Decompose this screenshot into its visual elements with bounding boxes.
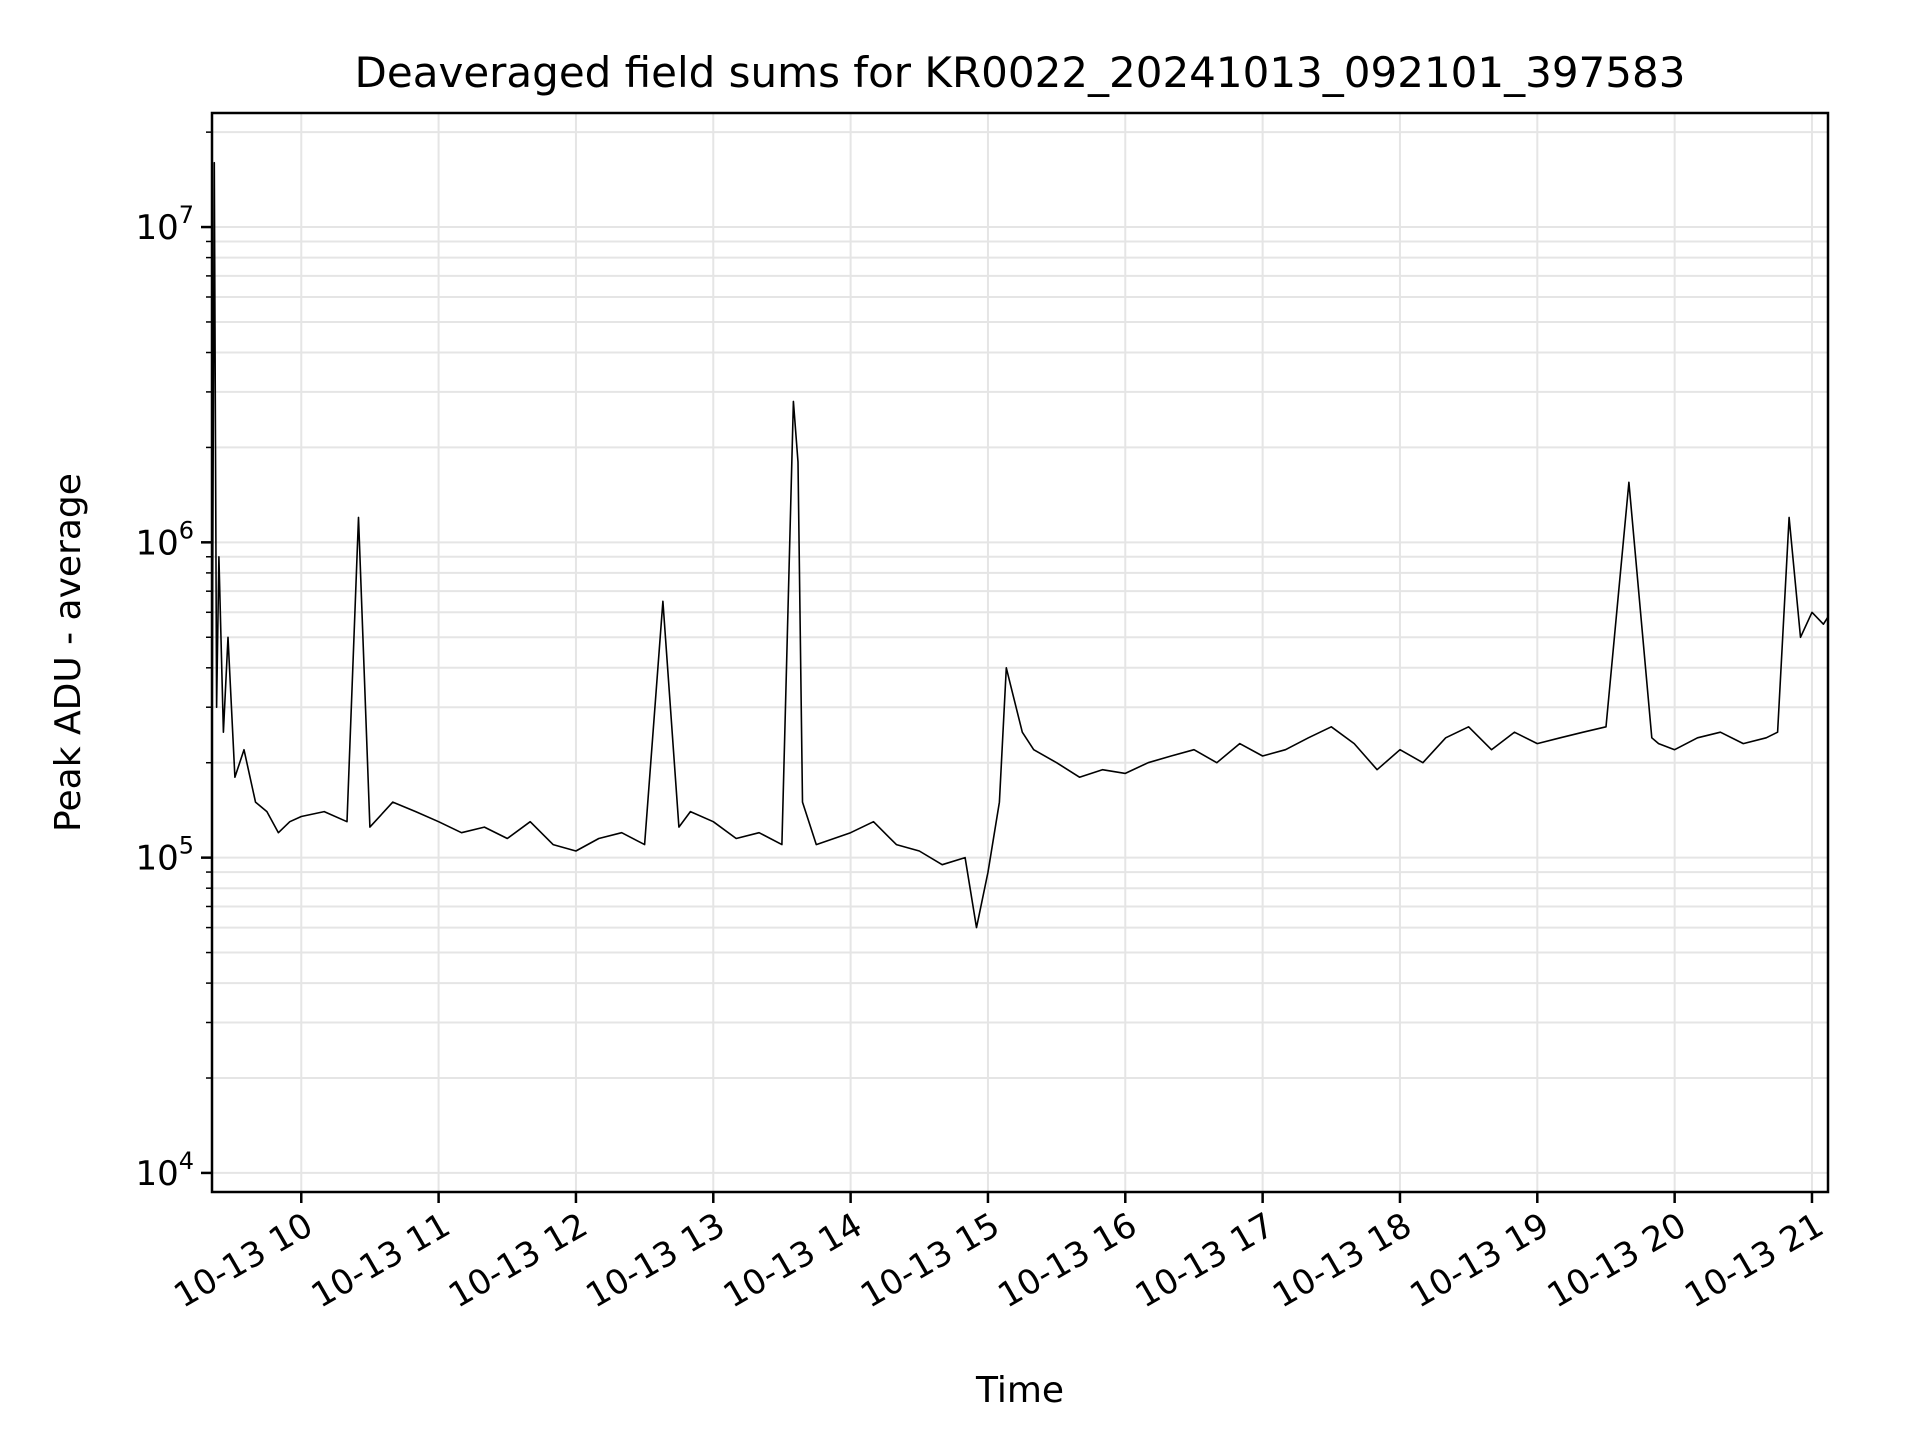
x-tick-label: 10-13 16 xyxy=(991,1205,1143,1316)
series-line xyxy=(211,161,1829,929)
x-tick-label: 10-13 19 xyxy=(1403,1205,1555,1316)
x-tick-label: 10-13 13 xyxy=(579,1205,731,1316)
chart-title: Deaveraged field sums for KR0022_2024101… xyxy=(355,48,1686,97)
x-tick-label: 10-13 21 xyxy=(1678,1205,1830,1316)
x-axis-label: Time xyxy=(975,1370,1064,1411)
y-tick-label: 105 xyxy=(135,832,194,879)
plot-frame xyxy=(210,111,1830,1194)
x-tick-label: 10-13 18 xyxy=(1266,1205,1418,1316)
y-tick-label: 106 xyxy=(135,516,194,563)
y-tick-label: 104 xyxy=(135,1147,194,1194)
series-layer xyxy=(211,161,1829,929)
y-axis-label: Peak ADU - average xyxy=(48,473,89,832)
x-tick-label: 10-13 14 xyxy=(717,1205,869,1316)
x-tick-label: 10-13 15 xyxy=(854,1205,1006,1316)
x-tick-label: 10-13 10 xyxy=(167,1205,319,1316)
x-tick-label: 10-13 12 xyxy=(442,1205,594,1316)
x-tick-label: 10-13 17 xyxy=(1129,1205,1281,1316)
x-tick-label: 10-13 11 xyxy=(305,1205,457,1316)
y-tick-label: 107 xyxy=(135,201,194,248)
x-tick-label: 10-13 20 xyxy=(1541,1205,1693,1316)
grid xyxy=(212,113,1828,1192)
